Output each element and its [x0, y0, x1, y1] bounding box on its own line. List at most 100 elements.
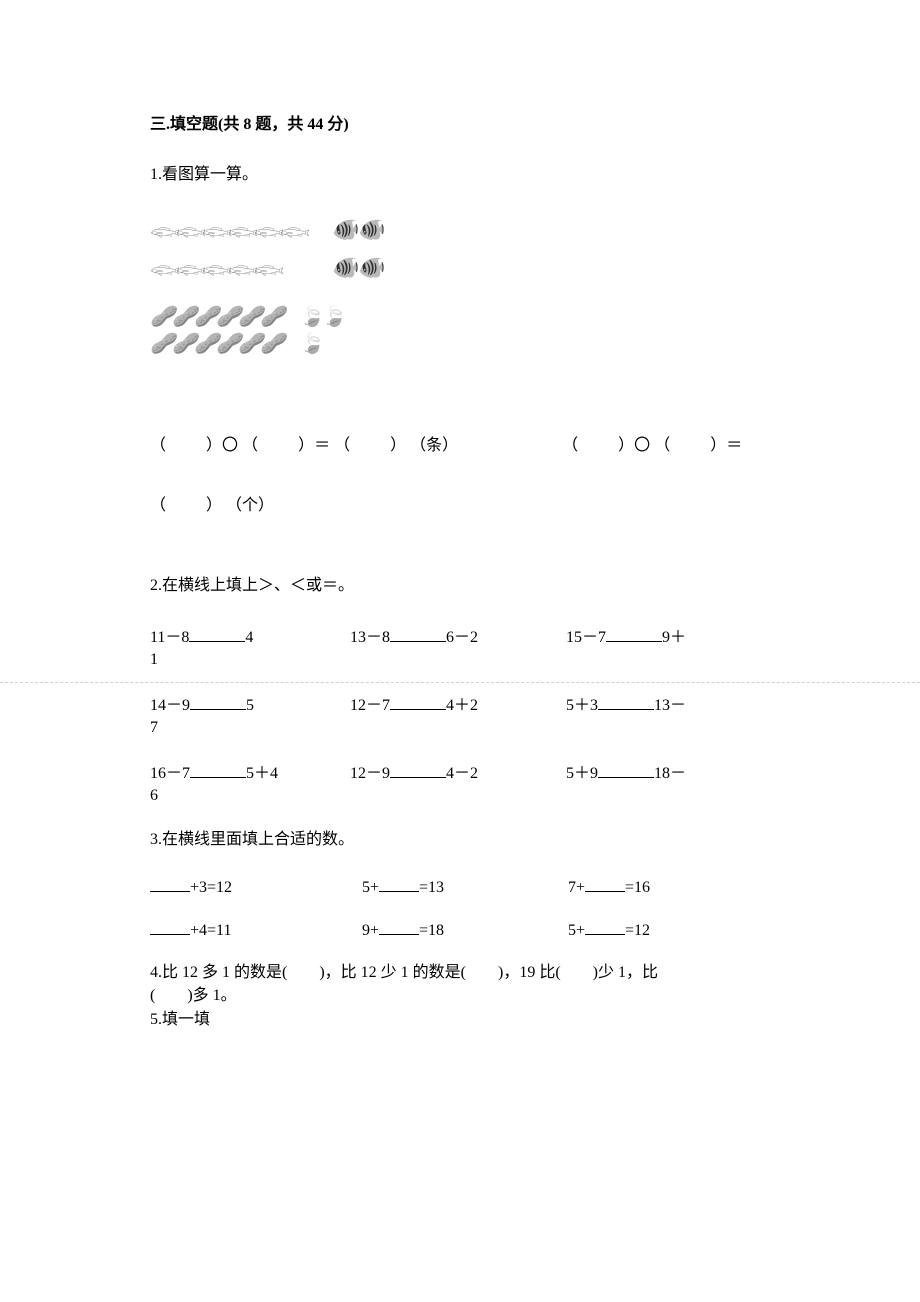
q2-row: 16－7 5＋4 12－9 4－2 5＋9 18－ 6 — [150, 759, 770, 805]
fill-blank[interactable] — [390, 626, 446, 642]
fill-blank[interactable] — [190, 762, 246, 778]
expr: 12－7 — [350, 697, 390, 714]
pod-icon: 🥜 — [194, 304, 216, 329]
q3-row: +4=11 9+ =18 5+ =12 — [150, 919, 770, 940]
page-divider — [0, 682, 920, 683]
fill-blank[interactable] — [390, 762, 446, 778]
pod-icon: 🥜 — [216, 331, 238, 356]
q2-row: 11－8 4 13－8 6－2 15－7 9＋ 1 — [150, 623, 770, 669]
expr: 5+ — [568, 922, 585, 939]
pod-icon: 🥜 — [238, 304, 260, 329]
section-heading: 三.填空题(共 8 题，共 44 分) — [150, 110, 770, 134]
expr: +4=11 — [190, 922, 231, 939]
fish-icon: 𓆟 — [150, 212, 176, 248]
blank-paren[interactable]: （） — [562, 437, 634, 454]
expr: 9+ — [362, 922, 379, 939]
expr: 7+ — [568, 879, 585, 896]
q4-line2: ( )多 1。 — [150, 985, 770, 1007]
leaf-icon: 🍃 — [322, 304, 344, 329]
fill-blank[interactable] — [598, 762, 654, 778]
blank-paren[interactable]: （） — [150, 497, 222, 514]
unit-label: （条） — [410, 437, 458, 454]
expr: 4 — [245, 629, 253, 646]
expr: 15－7 — [566, 629, 606, 646]
pod-icon: 🥜 — [260, 331, 282, 356]
leaf-icon: 🍃 — [300, 304, 322, 329]
fish-alt-icon: 🐠 — [358, 217, 384, 243]
wrapped-number: 7 — [150, 719, 770, 737]
expr: 14－9 — [150, 697, 190, 714]
q1-equation-line: （）〇 （）＝ （） （条） （）〇 （）＝ （） （个） — [150, 416, 770, 538]
expr: =16 — [625, 879, 650, 896]
q1-figure-b: 🥜🥜🥜🥜🥜🥜 🍃🍃 🥜🥜🥜🥜🥜🥜 🍃 — [150, 304, 770, 356]
pod-icon: 🥜 — [172, 304, 194, 329]
pod-icon: 🥜 — [172, 331, 194, 356]
fish-alt-icon: 🐠 — [332, 217, 358, 243]
expr: 18－ — [654, 765, 686, 782]
wrapped-number: 6 — [150, 787, 770, 805]
fish-icon: 𓆟 — [202, 250, 228, 286]
fill-blank[interactable] — [390, 694, 446, 710]
expr: 9＋ — [662, 629, 686, 646]
expr: 5＋9 — [566, 765, 598, 782]
expr: 13－ — [654, 697, 686, 714]
fish-icon: 𓆟 — [176, 250, 202, 286]
pod-icon: 🥜 — [216, 304, 238, 329]
expr: 6－2 — [446, 629, 478, 646]
expr: 4＋2 — [446, 697, 478, 714]
fish-icon: 𓆟 — [254, 250, 280, 286]
fill-blank[interactable] — [150, 919, 190, 935]
fill-blank[interactable] — [379, 919, 419, 935]
expr: 5+ — [362, 879, 379, 896]
blank-paren[interactable]: （） — [334, 437, 406, 454]
expr: =13 — [419, 879, 444, 896]
q3-prompt: 3.在横线里面填上合适的数。 — [150, 827, 770, 853]
pod-icon: 🥜 — [260, 304, 282, 329]
expr: 13－8 — [350, 629, 390, 646]
fill-blank[interactable] — [189, 626, 245, 642]
fill-blank[interactable] — [585, 919, 625, 935]
pod-icon: 🥜 — [150, 331, 172, 356]
fill-blank[interactable] — [598, 694, 654, 710]
blank-paren[interactable]: （） — [150, 437, 222, 454]
leaf-icon: 🍃 — [300, 331, 322, 356]
fish-icon: 𓆟 — [150, 250, 176, 286]
fish-icon: 𓆟 — [176, 212, 202, 248]
blank-paren[interactable]: （） — [242, 437, 314, 454]
fill-blank[interactable] — [379, 876, 419, 892]
expr: 12－9 — [350, 765, 390, 782]
unit-label: （个） — [226, 497, 274, 514]
fish-icon: 𓆟 — [280, 212, 306, 248]
fill-blank[interactable] — [585, 876, 625, 892]
q3-row: +3=12 5+ =13 7+ =16 — [150, 876, 770, 897]
pod-icon: 🥜 — [238, 331, 260, 356]
expr: =12 — [625, 922, 650, 939]
fill-blank[interactable] — [606, 626, 662, 642]
expr: +3=12 — [190, 879, 232, 896]
q2-prompt: 2.在横线上填上＞、＜或＝。 — [150, 573, 770, 599]
fish-icon: 𓆟 — [254, 212, 280, 248]
q1-prompt: 1.看图算一算。 — [150, 162, 770, 188]
expr: 4－2 — [446, 765, 478, 782]
fish-icon: 𓆟 — [228, 212, 254, 248]
fill-blank[interactable] — [190, 694, 246, 710]
q4-line1: 4.比 12 多 1 的数是( )，比 12 少 1 的数是( )，19 比( … — [150, 962, 770, 984]
expr: 16－7 — [150, 765, 190, 782]
expr: =18 — [419, 922, 444, 939]
fish-alt-icon: 🐠 — [332, 255, 358, 281]
expr: 5＋4 — [246, 765, 278, 782]
pod-icon: 🥜 — [194, 331, 216, 356]
expr: 11－8 — [150, 629, 189, 646]
wrapped-number: 1 — [150, 651, 770, 669]
expr: 5 — [246, 697, 254, 714]
fill-blank[interactable] — [150, 876, 190, 892]
expr: 5＋3 — [566, 697, 598, 714]
q1-figure-a: 𓆟𓆟𓆟𓆟𓆟𓆟 🐠🐠 𓆟𓆟𓆟𓆟𓆟 🐠🐠 — [150, 212, 770, 286]
blank-paren[interactable]: （） — [654, 437, 726, 454]
fish-alt-icon: 🐠 — [358, 255, 384, 281]
pod-icon: 🥜 — [150, 304, 172, 329]
q5-prompt: 5.填一填 — [150, 1009, 770, 1031]
fish-icon: 𓆟 — [228, 250, 254, 286]
fish-icon: 𓆟 — [202, 212, 228, 248]
q2-row: 14－9 5 12－7 4＋2 5＋3 13－ 7 — [150, 691, 770, 737]
